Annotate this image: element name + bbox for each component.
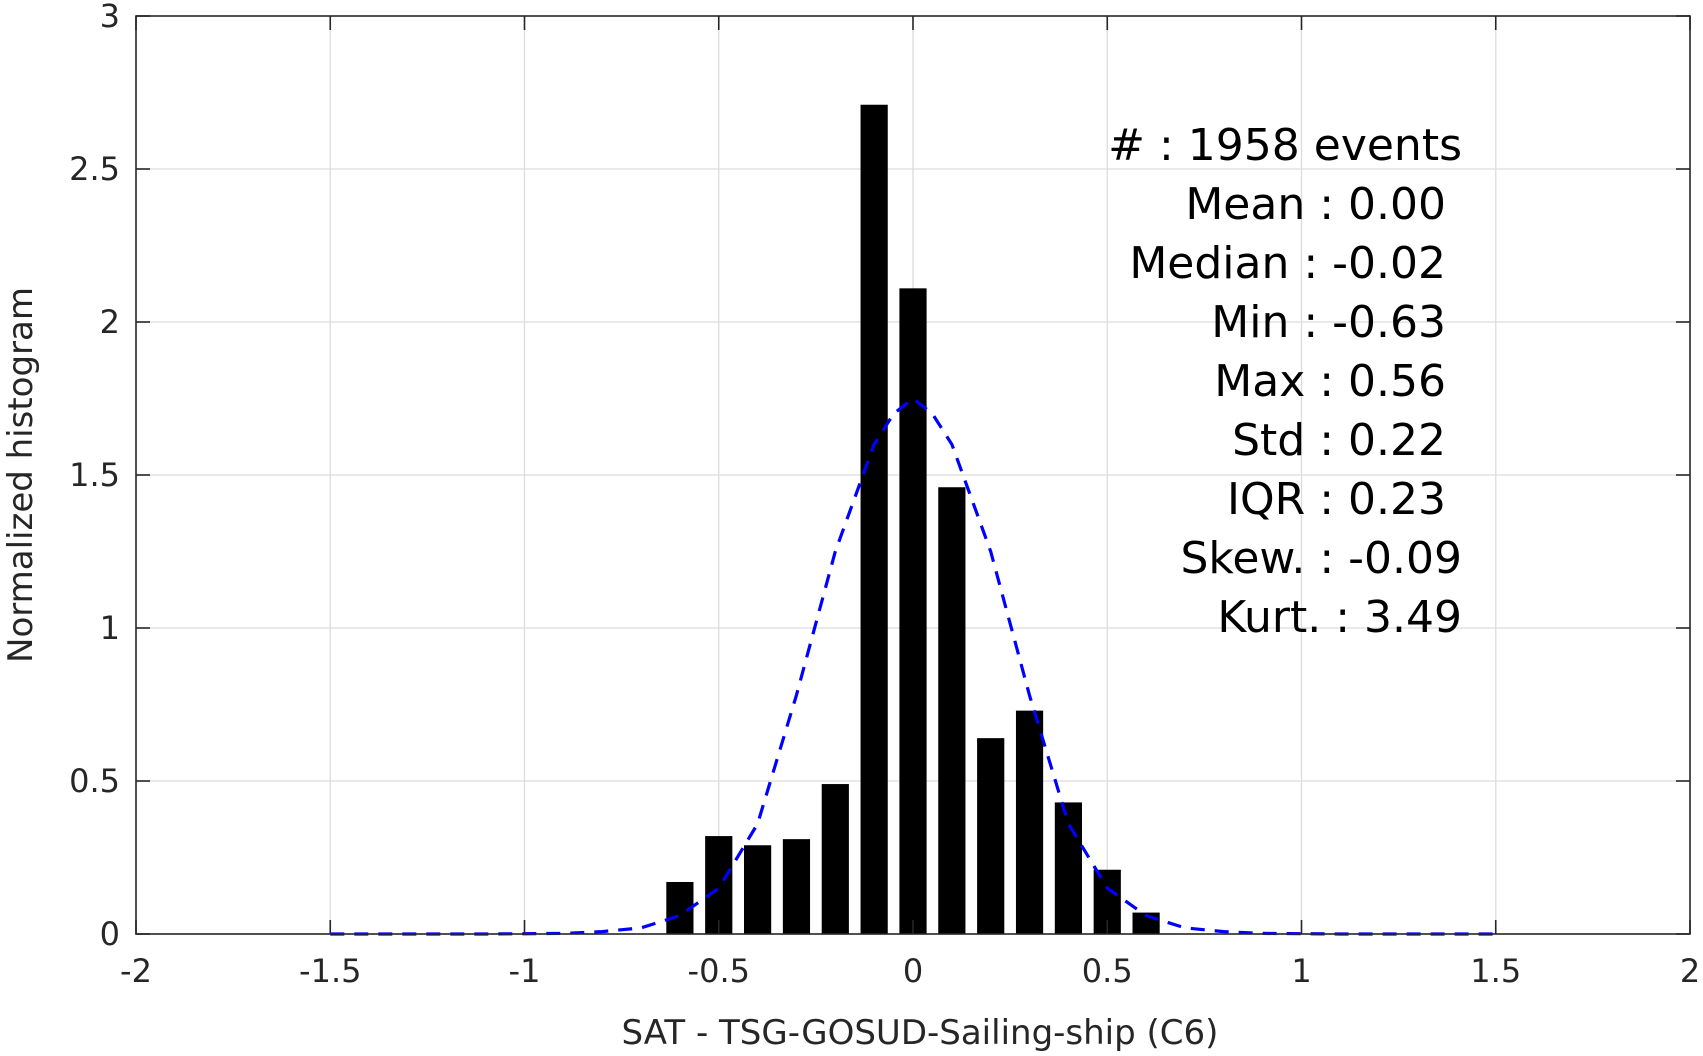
stat-line: # : 1958 events (1108, 120, 1462, 171)
y-axis-label: Normalized histogram (1, 287, 41, 663)
x-axis-ticks: -2 -1.5 -1 -0.5 0 0.5 1 1.5 2 (120, 16, 1700, 990)
x-tick-label: -0.5 (688, 952, 750, 990)
x-axis-label: SAT - TSG-GOSUD-Sailing-ship (C6) (622, 1013, 1219, 1053)
stat-line: Skew. : -0.09 (1181, 533, 1463, 584)
histogram-bar (899, 288, 927, 935)
x-tick-label: -1.5 (299, 952, 361, 990)
histogram-bar (1015, 710, 1044, 934)
stat-line: Max : 0.56 (1214, 356, 1446, 407)
stat-line: IQR : 0.23 (1227, 474, 1446, 525)
x-tick-label: 1 (1291, 952, 1311, 990)
y-tick-label: 1.5 (69, 456, 120, 494)
stat-line: Std : 0.22 (1232, 415, 1446, 466)
stat-line: Median : -0.02 (1129, 238, 1446, 289)
y-tick-label: 2 (100, 303, 120, 341)
y-tick-label: 2.5 (69, 150, 120, 188)
histogram-bar (821, 784, 849, 934)
x-tick-label: 2 (1680, 952, 1700, 990)
y-tick-label: 0 (100, 915, 120, 953)
histogram-bar (938, 487, 966, 934)
x-tick-label: 0.5 (1082, 952, 1133, 990)
x-tick-label: 1.5 (1470, 952, 1521, 990)
x-tick-label: -1 (509, 952, 541, 990)
y-axis-ticks: 0 0.5 1 1.5 2 2.5 3 (69, 0, 1690, 953)
x-tick-label: 0 (903, 952, 923, 990)
y-tick-label: 0.5 (69, 762, 120, 800)
histogram-bar (1054, 802, 1082, 934)
histogram-bar (782, 839, 811, 934)
y-tick-label: 1 (100, 609, 120, 647)
statistics-annotation: # : 1958 events Mean : 0.00 Median : -0.02… (1108, 120, 1462, 643)
histogram-bar (977, 738, 1005, 934)
stat-line: Mean : 0.00 (1185, 179, 1446, 230)
stat-line: Min : -0.63 (1211, 297, 1446, 348)
histogram-bars (666, 104, 1160, 935)
histogram-bar (744, 845, 772, 934)
stat-line: Kurt. : 3.49 (1217, 592, 1462, 643)
histogram-bar (860, 104, 888, 935)
y-tick-label: 3 (100, 0, 120, 35)
x-tick-label: -2 (120, 952, 152, 990)
histogram-bar (705, 836, 733, 934)
